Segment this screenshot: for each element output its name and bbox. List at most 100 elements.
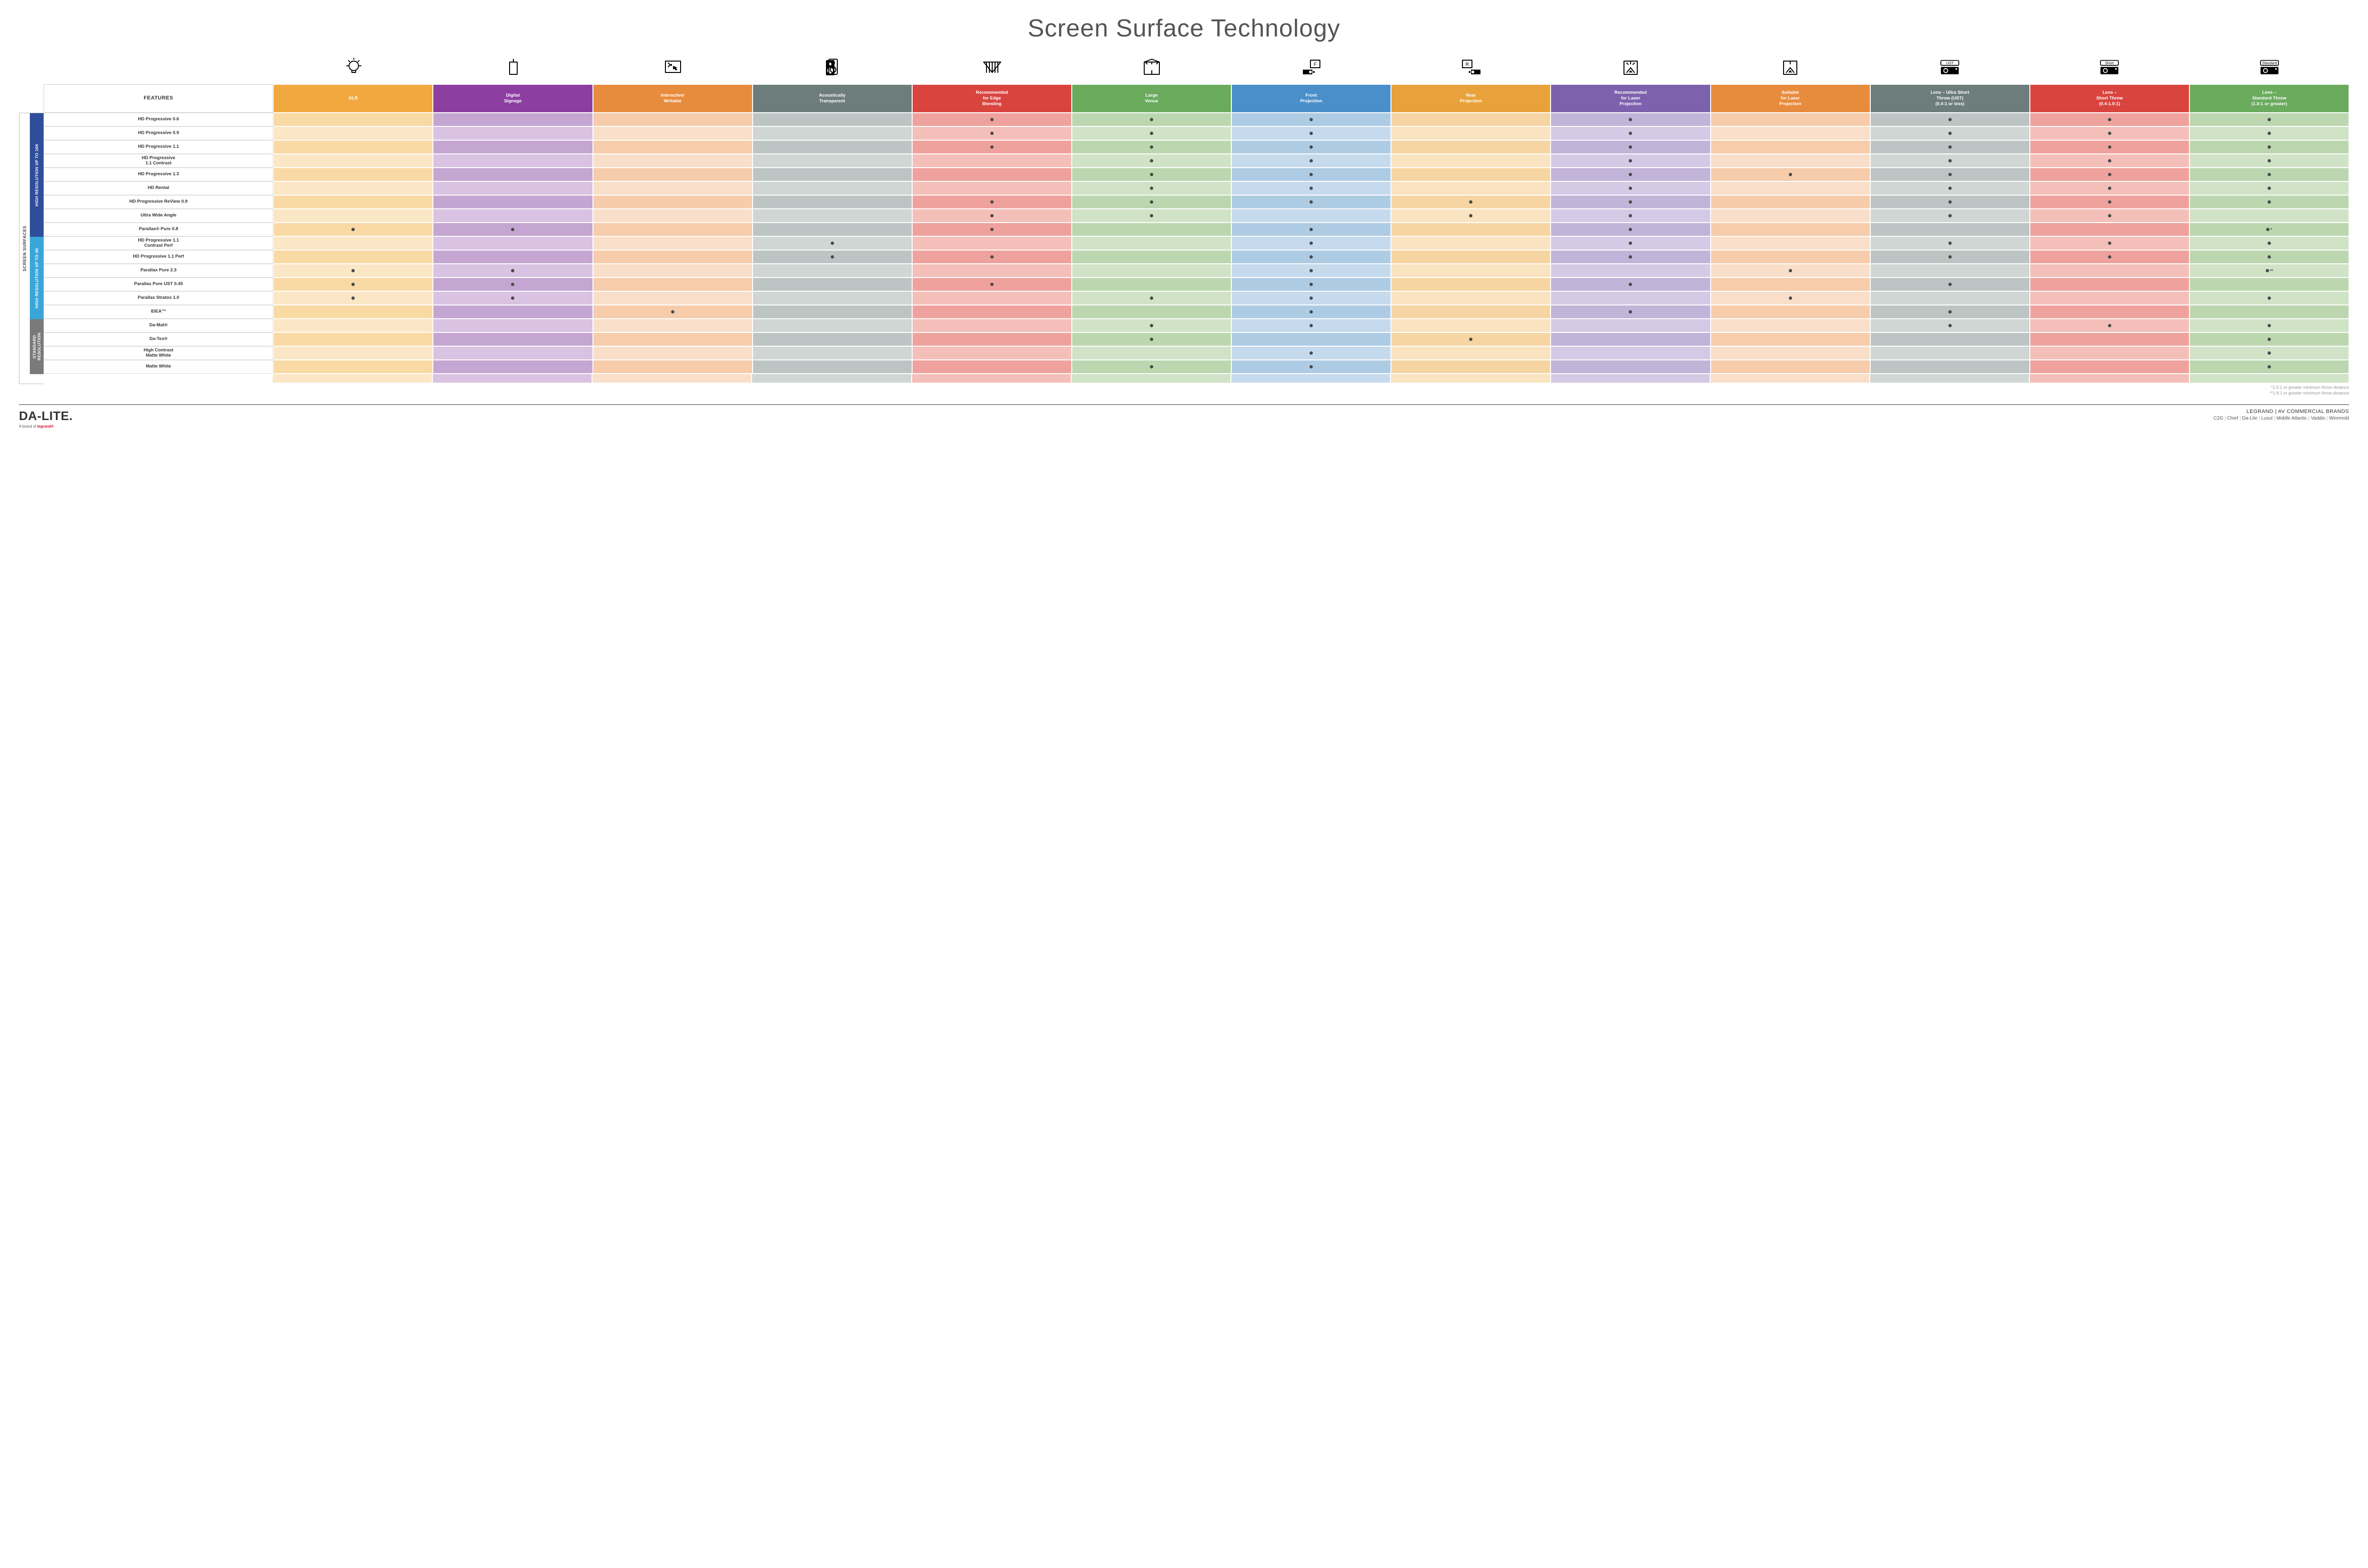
grid-cell [2189,291,2349,305]
dot-icon [1310,118,1313,121]
grid-cell [1711,113,1870,126]
grid-cell [1391,291,1551,305]
grid-cell [1231,360,1391,374]
page-title: Screen Surface Technology [19,14,2349,43]
grid-cell [433,195,592,209]
grid-cell [1551,346,1710,360]
dot-icon [2268,255,2271,259]
grid-cell [2030,278,2189,291]
grid-cell [433,168,592,181]
grid-cell [433,140,592,154]
dot-icon [2108,200,2111,204]
grid-cell [753,140,912,154]
grid-cell [1231,250,1391,264]
grid-cell [2030,346,2189,360]
brand-logo-subtitle: A brand of legrand® [19,424,73,429]
grid-cell [753,278,912,291]
grid-cell [753,332,912,346]
dot-icon [511,228,514,231]
grid-cell [1072,113,1231,126]
column-icon-laser3 [1551,51,1711,84]
grid-cell [753,291,912,305]
grid-cell [1551,168,1710,181]
column-icon-rear: R [1391,51,1551,84]
grid-cell [912,291,1072,305]
column-icon-ust: UST [1870,51,2030,84]
dot-icon [1310,310,1313,314]
grid-cell [1072,140,1231,154]
grid-cell [912,332,1072,346]
dot-icon [1629,255,1632,259]
dot-icon [511,283,514,286]
grid-cell [273,113,433,126]
grid-cell [433,223,592,236]
grid-cell [593,332,753,346]
dot-icon [351,283,355,286]
grid-cell [912,126,1072,140]
grid-cell [1870,236,2030,250]
brands-block: LEGRAND | AV COMMERCIAL BRANDS C2GChiefD… [2214,409,2349,421]
column-header: Lens – Ultra ShortThrow (UST)(0.4:1 or l… [1870,84,2030,113]
grid-cell [1072,236,1231,250]
dot-icon [831,255,834,259]
dot-icon [990,283,994,286]
grid-cell [912,278,1072,291]
dot-icon [990,228,994,231]
dot-icon [2268,187,2271,190]
grid-cell [1231,278,1391,291]
dot-icon [1310,269,1313,272]
grid-cell [753,181,912,195]
dot-icon [1629,200,1632,204]
grid-cell [273,305,433,319]
grid-cell [753,209,912,223]
dot-icon [671,310,674,314]
grid-cell [593,250,753,264]
grid-cell [1072,291,1231,305]
grid-cell [433,332,592,346]
row-label: Matte White [44,360,273,374]
grid-cell [1391,126,1551,140]
grid-cell [1870,195,2030,209]
grid-cell [593,236,753,250]
grid-cell [1870,346,2030,360]
grid-cell [1551,332,1710,346]
column-icon-touch [593,51,753,84]
dot-icon [1948,242,1952,245]
grid-cell [2030,264,2189,278]
row-label: Parallax Pure 2.3 [44,264,273,278]
grid-cell [1870,126,2030,140]
grid-cell [1391,250,1551,264]
grid-cell [1711,250,1870,264]
grid-cell [1231,140,1391,154]
dot-icon [1150,187,1153,190]
dot-icon [2268,132,2271,135]
grid-cell [1870,305,2030,319]
grid-cell [912,223,1072,236]
dot-icon [1150,296,1153,300]
dot-icon [2108,118,2111,121]
dot-icon [1310,187,1313,190]
row-group-label: STANDARDRESOLUTION [30,319,44,374]
dot-icon [1469,200,1472,204]
grid-cell [1551,278,1710,291]
grid-cell [433,209,592,223]
dot-icon [1948,173,1952,176]
grid-cell [912,305,1072,319]
grid-cell [1551,113,1710,126]
grid-cell [753,168,912,181]
grid-cell [2189,360,2349,374]
dot-icon [351,228,355,231]
grid-cell [2189,278,2349,291]
grid-cell [433,319,592,332]
footnotes: *1.5:1 or greater minimum throw distance… [19,385,2349,396]
dot-icon [1629,228,1632,231]
brand-item: Wiremold [2329,416,2349,421]
grid-cell [1072,319,1231,332]
grid-cell [433,113,592,126]
column-header: RearProjection [1391,84,1551,113]
dot-icon [2268,365,2271,368]
grid-cell [2030,332,2189,346]
grid-cell [1391,319,1551,332]
dot-icon [831,242,834,245]
dot-icon [1469,214,1472,217]
